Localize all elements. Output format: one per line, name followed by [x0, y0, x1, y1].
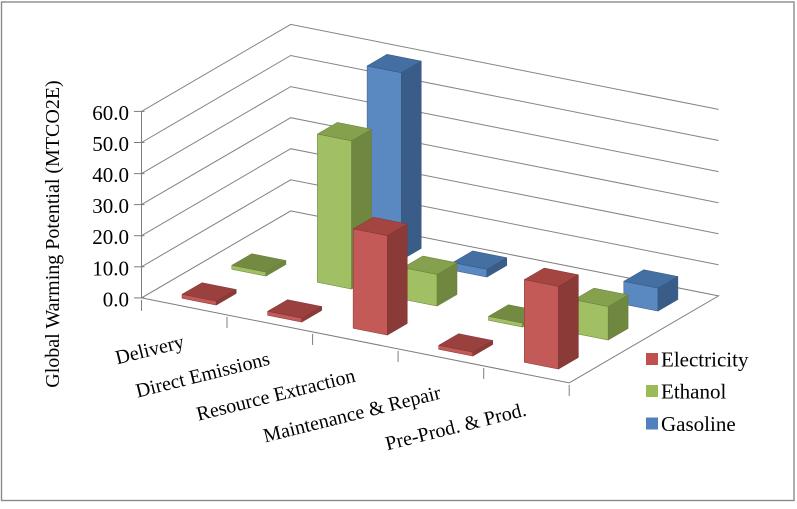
svg-text:30.0: 30.0 [92, 194, 129, 218]
svg-text:20.0: 20.0 [92, 225, 129, 249]
svg-text:Global Warming Potential (MTCO: Global Warming Potential (MTCO2E) [42, 80, 64, 387]
svg-text:40.0: 40.0 [92, 163, 129, 187]
svg-text:Gasoline: Gasoline [661, 412, 736, 436]
svg-text:50.0: 50.0 [92, 132, 129, 156]
svg-text:Electricity: Electricity [661, 348, 749, 372]
svg-text:Ethanol: Ethanol [661, 380, 726, 404]
svg-text:0.0: 0.0 [103, 287, 129, 311]
svg-text:10.0: 10.0 [92, 256, 129, 280]
svg-text:60.0: 60.0 [92, 101, 129, 125]
